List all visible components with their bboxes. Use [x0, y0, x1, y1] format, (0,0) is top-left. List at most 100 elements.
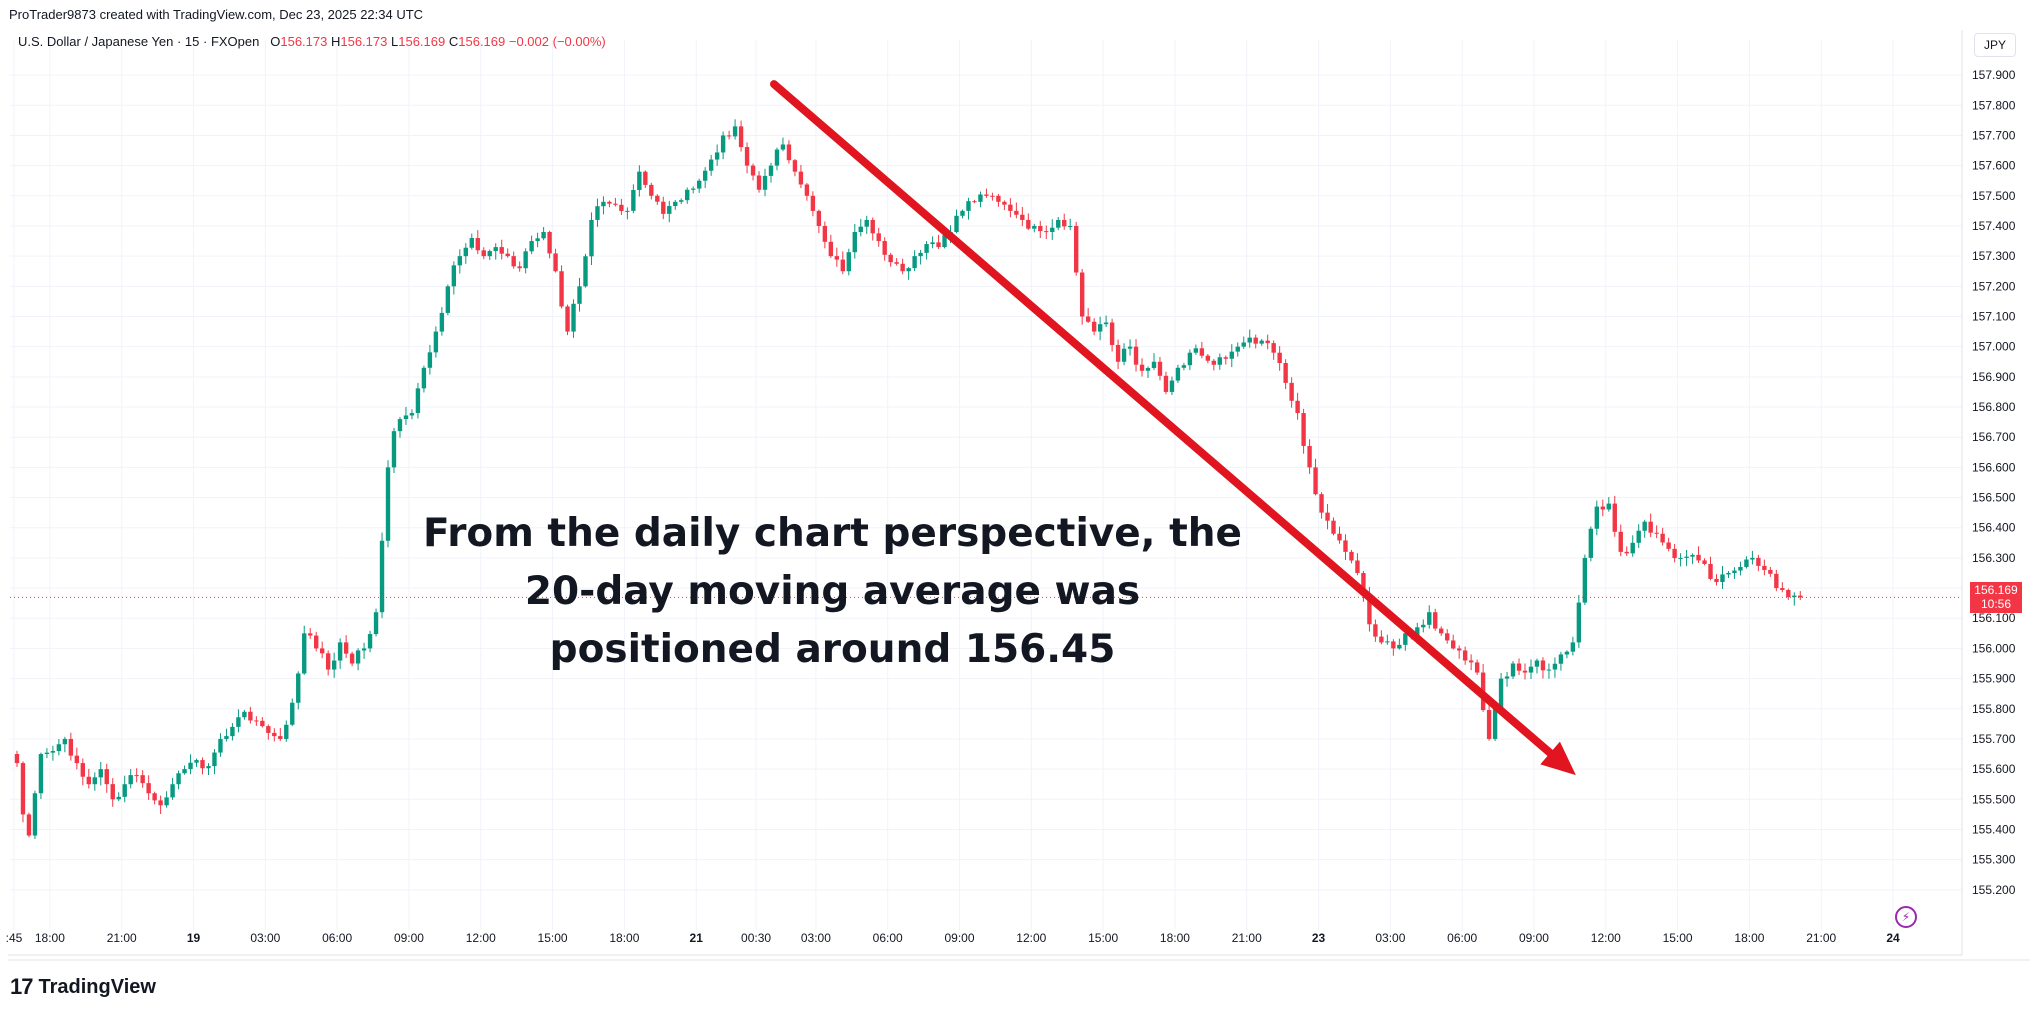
last-price-value: 156.169 [1974, 583, 2018, 598]
candle-body [230, 726, 235, 737]
candle-body [14, 754, 20, 764]
candle-body [1498, 678, 1504, 709]
candle-body [1768, 569, 1773, 574]
candle-body [1445, 633, 1450, 641]
candle-body [1247, 337, 1252, 343]
candle-body [1343, 540, 1348, 552]
candle-body [1367, 594, 1372, 625]
candle-body [325, 653, 331, 670]
candle-body [1085, 316, 1091, 322]
candle-body [218, 738, 223, 753]
candle-body [20, 763, 26, 815]
candle-body [906, 268, 911, 272]
candle-body [1091, 321, 1097, 332]
candle-body [1014, 210, 1019, 215]
candle-body [391, 431, 397, 468]
y-tick-label: 155.300 [1972, 853, 2016, 867]
x-tick-label: 03:00 [1375, 931, 1405, 945]
low-label: L [391, 34, 399, 49]
x-tick-label: 09:00 [944, 931, 974, 945]
candle-body [1265, 340, 1270, 344]
candle-body [541, 232, 546, 239]
tradingview-logo[interactable]: 17 TradingView [10, 972, 156, 1002]
trend-arrow-shaft [769, 80, 1567, 768]
candle-body [1660, 533, 1665, 543]
candle-body [1391, 641, 1396, 649]
candle-body [379, 540, 385, 613]
x-tick-label: 21:00 [1806, 931, 1836, 945]
candle-body [68, 738, 74, 756]
candle-body [1744, 559, 1749, 567]
symbol-name: U.S. Dollar / Japanese Yen · 15 · FXOpen [18, 34, 260, 49]
candle-body [936, 242, 941, 248]
candle-body [32, 793, 38, 836]
candle-body [385, 467, 391, 541]
y-tick-label: 155.800 [1972, 702, 2016, 716]
currency-button[interactable]: JPY [1974, 33, 2016, 57]
trend-arrow-head [1540, 741, 1576, 776]
annotation-line-1: From the daily chart perspective, the [423, 511, 1242, 556]
chart-grid [10, 40, 1962, 930]
candle-body [1097, 324, 1103, 332]
annotation-text: From the daily chart perspective, the 20… [420, 505, 1245, 679]
close-value: 156.169 [458, 34, 506, 49]
x-tick-label: 18:00 [609, 931, 639, 945]
candle-body [475, 238, 480, 251]
candle-body [894, 262, 899, 264]
candle-body [367, 634, 373, 649]
candle-body [756, 175, 762, 190]
y-tick-label: 157.600 [1972, 159, 2016, 173]
candle-body [1696, 554, 1701, 561]
candle-body [1606, 503, 1611, 510]
candle-body [1307, 445, 1312, 468]
y-tick-label: 156.000 [1972, 641, 2016, 655]
candle-body [810, 195, 816, 211]
candle-body [128, 775, 133, 785]
candlestick-series [14, 119, 1803, 840]
candle-body [1666, 542, 1671, 549]
candle-body [200, 760, 205, 769]
y-tick-label: 157.500 [1972, 189, 2016, 203]
candle-body [505, 253, 510, 257]
x-tick-label: 21:00 [1232, 931, 1262, 945]
candle-body [1588, 528, 1594, 558]
candle-body [1211, 360, 1217, 365]
candle-body [266, 726, 271, 733]
candle-body [1642, 521, 1647, 531]
candle-body [1792, 595, 1797, 598]
y-tick-label: 157.300 [1972, 249, 2016, 263]
candle-body [260, 720, 265, 727]
lightning-icon[interactable]: ⚡ [1895, 906, 1917, 928]
candle-body [571, 303, 576, 332]
candle-body [780, 144, 786, 150]
candle-body [1732, 570, 1737, 573]
candle-body [535, 238, 540, 242]
candle-body [1774, 573, 1779, 589]
y-tick-label: 156.800 [1972, 400, 2016, 414]
candle-body [882, 241, 887, 255]
y-tick-label: 155.700 [1972, 732, 2016, 746]
candle-body [984, 194, 989, 196]
candle-body [110, 784, 115, 800]
candle-body [1229, 351, 1234, 359]
y-tick-label: 155.900 [1972, 672, 2016, 686]
y-tick-label: 156.700 [1972, 430, 2016, 444]
candle-body [242, 711, 247, 718]
chart-axes: 157.900 157.800 157.700 157.600 157.500 157.4… [6, 30, 2030, 961]
candle-body [1259, 340, 1264, 344]
candle-body [290, 702, 295, 725]
candle-body [224, 736, 229, 739]
candle-body [834, 256, 840, 260]
candle-body [738, 126, 744, 148]
candle-body [188, 762, 193, 770]
candle-body [1032, 225, 1037, 229]
y-tick-label: 155.200 [1972, 883, 2016, 897]
symbol-legend[interactable]: U.S. Dollar / Japanese Yen · 15 · FXOpen… [18, 34, 606, 49]
x-tick-label: 21:00 [107, 931, 137, 945]
candle-body [1253, 337, 1258, 344]
candle-body [397, 419, 403, 432]
candle-body [1786, 589, 1791, 598]
change-value: −0.002 (−0.00%) [508, 34, 606, 49]
candle-body [750, 165, 756, 176]
